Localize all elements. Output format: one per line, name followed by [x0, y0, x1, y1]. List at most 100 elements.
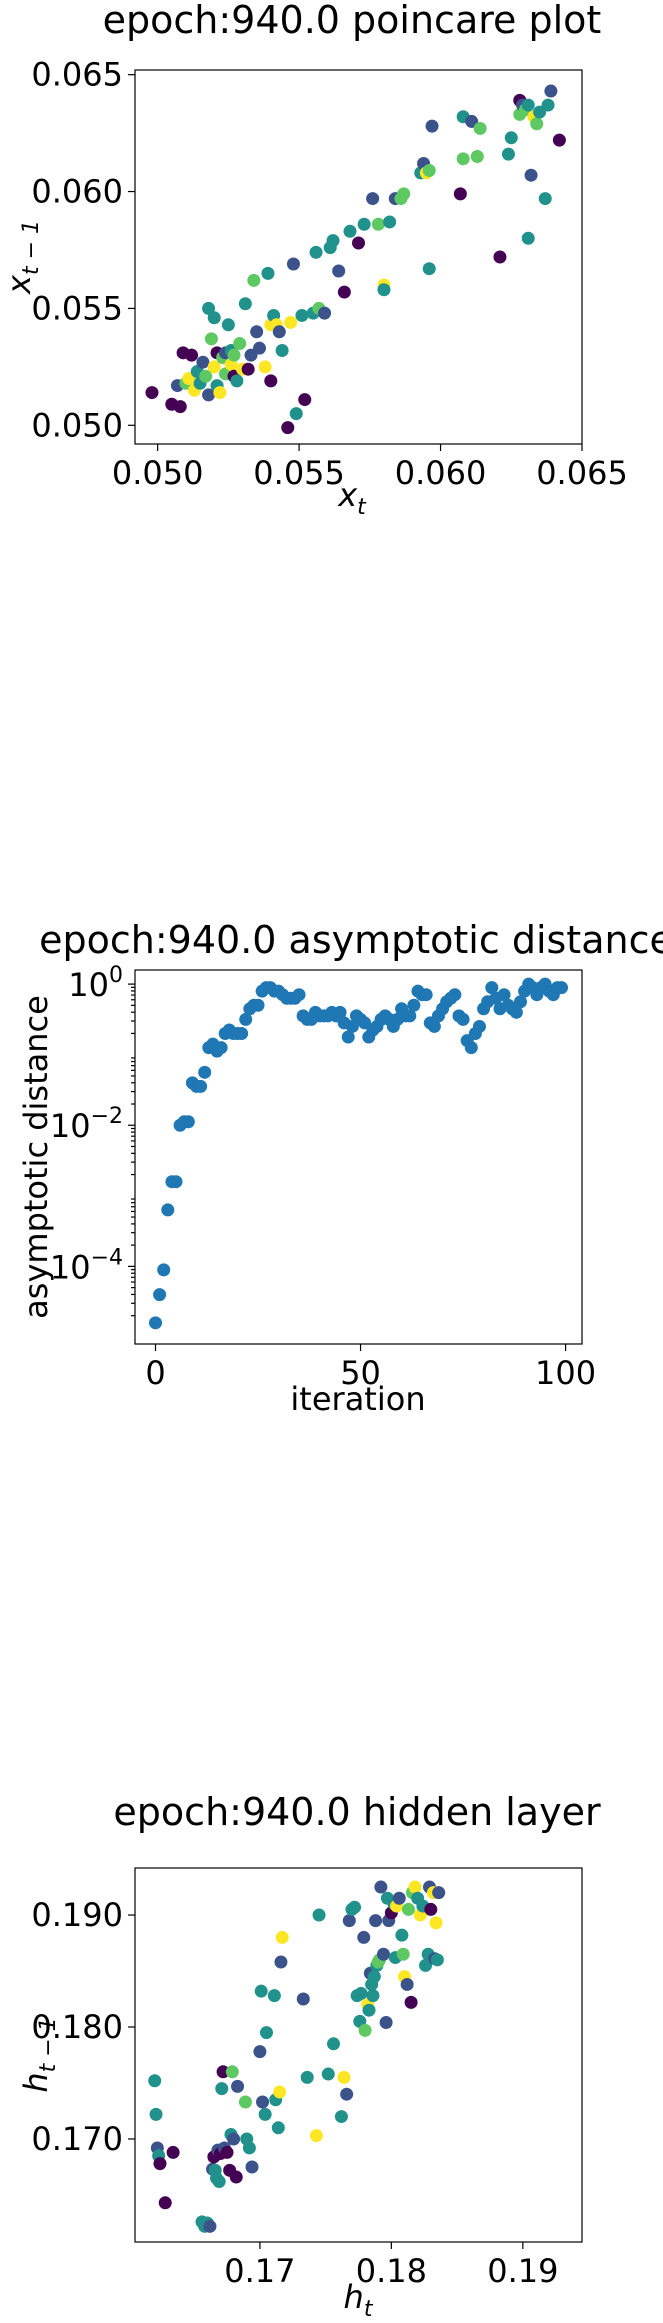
scatter-point: [473, 121, 487, 135]
scatter-point: [298, 393, 312, 407]
poincare-plot-xlabel: xt: [337, 476, 367, 520]
hidden-layer-xlabel: ht: [344, 2278, 374, 2322]
scatter-point: [362, 2003, 376, 2017]
scatter-point: [271, 2121, 285, 2135]
scatter-point: [153, 1288, 167, 1302]
scatter-point: [216, 2065, 230, 2079]
scatter-point: [238, 2095, 252, 2109]
scatter-point: [504, 131, 518, 145]
poincare-plot-frame: [134, 69, 583, 445]
scatter-point: [149, 2107, 163, 2121]
asymptotic-distance-xlabel: iteration: [290, 1380, 425, 1418]
scatter-point: [552, 133, 566, 147]
scatter-point: [419, 1958, 433, 1972]
scatter-point: [341, 1030, 355, 1044]
scatter-point: [158, 2196, 172, 2210]
scatter-point: [275, 1930, 289, 1944]
scatter-point: [169, 1175, 183, 1189]
x-tick-label: 100: [535, 1354, 596, 1392]
scatter-point: [318, 306, 332, 320]
hidden-layer-ylabel-sub: t − 1: [36, 2017, 61, 2072]
y-tick-label: 100: [68, 963, 123, 1004]
scatter-point: [424, 1902, 438, 1916]
scatter-point: [343, 224, 357, 238]
scatter-point: [289, 407, 303, 421]
y-tick-label: 0.065: [31, 56, 123, 94]
hidden-layer-figure: epoch:940.0 hidden layer 0.17 0.18 0.19 0.…: [0, 1780, 663, 2323]
y-tick-label: 10−4: [50, 1245, 123, 1286]
scatter-point: [497, 988, 511, 1002]
scatter-point: [242, 2141, 256, 2155]
scatter-point: [367, 1970, 381, 1984]
x-tick-label: 0.17: [224, 2252, 295, 2290]
scatter-point: [404, 1995, 418, 2009]
scatter-point: [274, 1955, 288, 1969]
scatter-point: [153, 2157, 167, 2171]
scatter-point: [352, 236, 365, 250]
scatter-point: [422, 164, 436, 178]
scatter-point: [369, 1914, 383, 1928]
hidden-layer-xlabel-base: h: [344, 2278, 364, 2316]
scatter-point: [220, 2145, 234, 2159]
scatter-point: [485, 981, 499, 995]
scatter-point: [267, 1989, 281, 2003]
scatter-point: [448, 988, 462, 1002]
scatter-point: [284, 315, 298, 329]
x-tick-label: 0: [145, 1354, 165, 1392]
scatter-point: [221, 318, 235, 332]
scatter-point: [239, 1012, 253, 1026]
scatter-point: [419, 988, 433, 1002]
x-tick-label: 0.050: [112, 454, 204, 492]
hidden-layer-svg: epoch:940.0 hidden layer 0.17 0.18 0.19 0.…: [17, 1790, 601, 2322]
scatter-point: [256, 2095, 270, 2109]
scatter-point: [202, 388, 216, 402]
asymptotic-distance-svg: epoch:940.0 asymptotic distance 0 50 100 1…: [17, 918, 663, 1418]
scatter-point: [181, 1115, 195, 1129]
scatter-point: [348, 1900, 362, 1914]
scatter-point: [247, 273, 261, 287]
scatter-point: [241, 362, 255, 376]
x-tick-label: 0.19: [487, 2252, 558, 2290]
scatter-point: [252, 341, 266, 355]
scatter-point: [207, 360, 221, 374]
x-tick-label: 0.055: [253, 454, 345, 492]
poincare-plot-figure: epoch:940.0 poincare plot 0.050 0.055 0.06…: [0, 0, 663, 520]
hidden-layer-title: epoch:940.0 hidden layer: [113, 1790, 601, 1834]
hidden-layer-xlabel-sub: t: [364, 2297, 374, 2322]
scatter-point: [166, 2145, 180, 2159]
scatter-point: [538, 192, 552, 206]
asymptotic-distance-title: epoch:940.0 asymptotic distance: [39, 918, 663, 962]
poincare-plot-svg: epoch:940.0 poincare plot 0.050 0.055 0.06…: [0, 0, 628, 520]
scatter-point: [227, 2132, 241, 2146]
hidden-layer-frame: [134, 1867, 583, 2243]
poincare-plot-xlabel-base: x: [337, 476, 358, 514]
scatter-point: [396, 1947, 410, 1961]
scatter-point: [530, 117, 544, 131]
hidden-layer-ylabel-base: h: [17, 2072, 55, 2092]
scatter-point: [554, 981, 568, 995]
scatter-point: [358, 2023, 372, 2037]
scatter-point: [521, 231, 535, 245]
scatter-point: [374, 1880, 388, 1894]
scatter-point: [371, 217, 385, 231]
scatter-point: [233, 336, 247, 350]
scatter-point: [231, 2079, 245, 2093]
scatter-point: [245, 2160, 259, 2174]
scatter-point: [157, 1263, 171, 1277]
y-tick-label: 0.190: [31, 1896, 123, 1934]
scatter-point: [397, 187, 411, 201]
scatter-point: [407, 998, 421, 1012]
poincare-plot-xlabel-sub: t: [357, 495, 367, 520]
scatter-point: [366, 1989, 380, 2003]
scatter-point: [456, 1012, 470, 1026]
scatter-point: [340, 2087, 354, 2101]
scatter-point: [524, 168, 538, 182]
scatter-point: [253, 2045, 267, 2059]
scatter-point: [295, 308, 309, 322]
scatter-point: [185, 348, 199, 362]
y-tick-label: 0.180: [31, 2008, 123, 2046]
scatter-point: [212, 2175, 226, 2189]
scatter-point: [145, 386, 159, 400]
scatter-point: [400, 1977, 414, 1991]
scatter-point: [379, 2016, 393, 2030]
